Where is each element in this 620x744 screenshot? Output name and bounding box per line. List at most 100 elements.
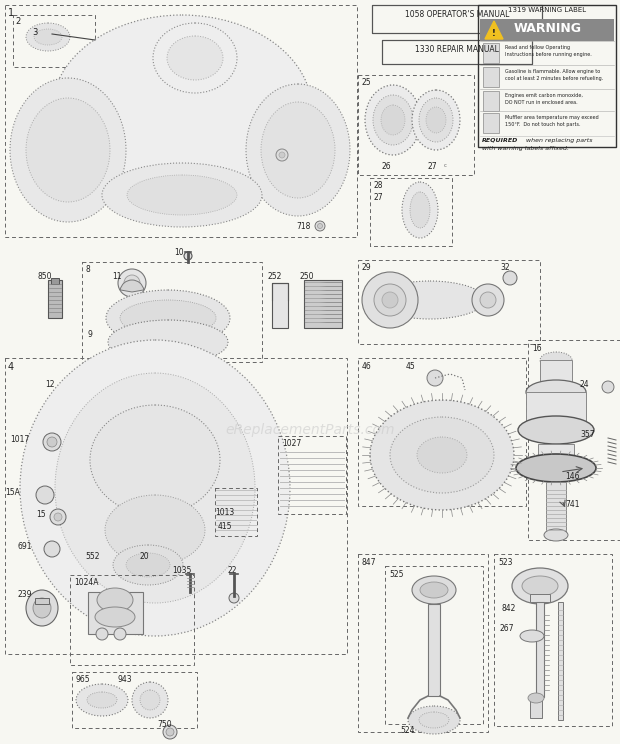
Bar (428, 604, 440, 696)
Ellipse shape (544, 529, 568, 541)
Ellipse shape (528, 693, 544, 703)
Circle shape (427, 370, 443, 386)
Ellipse shape (33, 598, 51, 618)
Ellipse shape (26, 23, 70, 51)
Bar (536, 602, 544, 697)
Circle shape (315, 221, 325, 231)
Ellipse shape (140, 690, 160, 710)
Bar (480, 19, 614, 41)
Circle shape (374, 284, 406, 316)
Ellipse shape (412, 576, 456, 604)
Bar (382, 40, 532, 64)
Text: REQUIRED: REQUIRED (482, 138, 518, 143)
Text: 24: 24 (580, 380, 590, 389)
Text: 252: 252 (268, 272, 282, 281)
Text: 32: 32 (500, 263, 510, 272)
Ellipse shape (34, 29, 62, 45)
Ellipse shape (106, 290, 230, 346)
Ellipse shape (518, 416, 594, 444)
Circle shape (602, 381, 614, 393)
Ellipse shape (540, 352, 572, 368)
Bar (372, 5, 542, 33)
Ellipse shape (526, 380, 586, 404)
Text: with warning labels affixed.: with warning labels affixed. (482, 146, 569, 151)
Bar (70, 575, 194, 665)
Text: 46: 46 (362, 362, 372, 371)
Circle shape (96, 628, 108, 640)
Circle shape (362, 272, 418, 328)
Text: 1: 1 (8, 8, 14, 18)
Text: 1027: 1027 (282, 439, 301, 448)
Text: 691: 691 (17, 542, 32, 551)
Bar (82, 262, 262, 362)
Ellipse shape (153, 23, 237, 93)
Text: 842: 842 (502, 604, 516, 613)
Bar (72, 672, 197, 728)
Ellipse shape (412, 90, 460, 150)
Text: 1024A: 1024A (74, 578, 99, 587)
Bar (483, 113, 499, 133)
Bar (215, 488, 257, 536)
Text: 27: 27 (427, 162, 436, 171)
Ellipse shape (381, 105, 405, 135)
Ellipse shape (108, 320, 228, 364)
Circle shape (44, 541, 60, 557)
Bar (540, 360, 572, 390)
Ellipse shape (76, 684, 128, 716)
Ellipse shape (512, 568, 568, 604)
Text: Engines emit carbon monoxide,
DO NOT run in enclosed area.: Engines emit carbon monoxide, DO NOT run… (505, 93, 583, 105)
Ellipse shape (26, 590, 58, 626)
Text: 525: 525 (389, 570, 404, 579)
Bar (483, 67, 499, 87)
Text: 718: 718 (296, 222, 311, 231)
Bar (48, 280, 62, 318)
Text: 1013: 1013 (215, 508, 234, 517)
Text: 3: 3 (32, 28, 37, 37)
Text: 943: 943 (118, 675, 133, 684)
Bar (483, 43, 499, 63)
Text: 267: 267 (500, 624, 515, 633)
Text: 847: 847 (362, 558, 376, 567)
Bar (546, 482, 566, 534)
Bar (5, 358, 347, 654)
Wedge shape (120, 280, 144, 292)
Ellipse shape (87, 692, 117, 708)
Ellipse shape (516, 454, 596, 482)
Text: 524: 524 (400, 726, 415, 735)
Text: 9: 9 (88, 330, 93, 339)
Ellipse shape (373, 95, 413, 145)
Bar (382, 40, 532, 64)
Circle shape (184, 252, 192, 260)
Bar (530, 696, 542, 718)
Bar (358, 75, 474, 175)
Bar (358, 358, 526, 506)
Bar (51, 278, 59, 284)
Text: 965: 965 (76, 675, 91, 684)
Circle shape (54, 513, 62, 521)
Circle shape (276, 149, 288, 161)
Text: 26: 26 (382, 162, 392, 171)
Ellipse shape (102, 163, 262, 227)
Bar (530, 594, 550, 602)
Ellipse shape (370, 400, 514, 510)
Ellipse shape (520, 630, 544, 642)
Bar (13, 15, 95, 67)
Bar (528, 340, 620, 540)
Text: Gasoline is flammable. Allow engine to
cool at least 2 minutes before refueling.: Gasoline is flammable. Allow engine to c… (505, 69, 603, 80)
Circle shape (382, 292, 398, 308)
Bar (5, 5, 357, 237)
Text: 2: 2 (15, 17, 20, 26)
Text: WARNING: WARNING (514, 22, 582, 35)
Bar (558, 602, 563, 720)
Ellipse shape (402, 182, 438, 238)
Ellipse shape (365, 85, 421, 155)
Circle shape (47, 437, 57, 447)
Bar (526, 392, 586, 427)
Circle shape (317, 223, 322, 228)
Text: 1035: 1035 (172, 566, 192, 575)
Text: 1058 OPERATOR'S MANUAL: 1058 OPERATOR'S MANUAL (405, 10, 509, 19)
Ellipse shape (20, 340, 290, 636)
Bar (304, 280, 342, 328)
Text: 12: 12 (45, 380, 55, 389)
Text: 1330 REPAIR MANUAL: 1330 REPAIR MANUAL (415, 45, 499, 54)
